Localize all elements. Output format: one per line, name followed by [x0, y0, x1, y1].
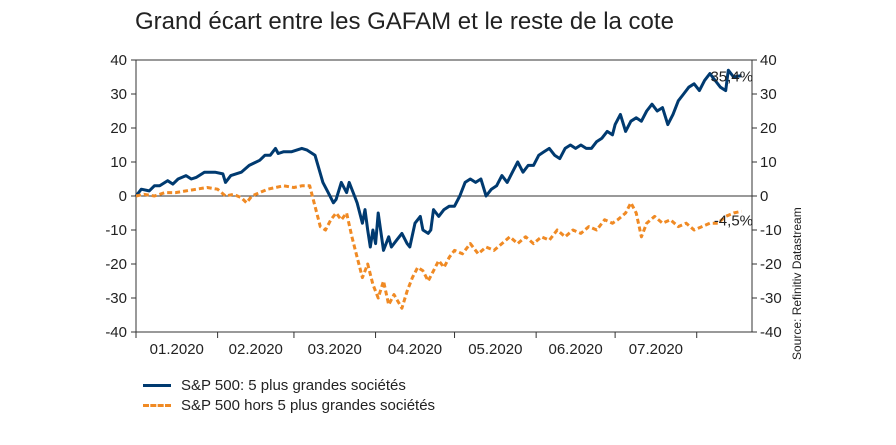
end-labels: 35,4% -4,5%	[710, 69, 753, 230]
end-label-rest: -4,5%	[714, 212, 753, 229]
y-tick-label-right: 20	[760, 120, 777, 137]
end-label-top5: 35,4%	[710, 69, 753, 86]
legend-swatch-dashed	[143, 403, 171, 407]
x-tick-label: 02.2020	[229, 341, 283, 358]
y-tick-label-right: -30	[760, 290, 782, 307]
x-tick-label: 05.2020	[468, 341, 522, 358]
source-note: Source: Refinitiv Datastream	[790, 207, 804, 360]
y-tick-label-left: -20	[105, 256, 127, 273]
y-tick-label-left: 0	[119, 188, 127, 205]
y-tick-label-left: -10	[105, 222, 127, 239]
series-lines	[134, 68, 742, 310]
y-tick-label-left: 10	[110, 154, 127, 171]
y-tick-label-right: 0	[760, 188, 768, 205]
axes: 40 40 30 30 20 20 10 10 0 0 -10 -10 -20 -20 -30 -30 -40 -…	[105, 52, 781, 358]
x-tick-label: 04.2020	[388, 341, 442, 358]
x-tick-label: 01.2020	[150, 341, 204, 358]
y-tick-label-right: 30	[760, 86, 777, 103]
series-line-top5	[134, 68, 742, 252]
y-tick-label-right: -20	[760, 256, 782, 273]
x-tick-label: 07.2020	[629, 341, 683, 358]
y-tick-label-left: 40	[110, 52, 127, 69]
y-tick-label-right: -40	[760, 324, 782, 341]
y-tick-label-right: 40	[760, 52, 777, 69]
y-tick-label-left: -30	[105, 290, 127, 307]
legend-label-top5: S&P 500: 5 plus grandes sociétés	[181, 376, 406, 394]
legend-item-top5: S&P 500: 5 plus grandes sociétés	[143, 375, 435, 395]
legend-item-rest: S&P 500 hors 5 plus grandes sociétés	[143, 395, 435, 415]
y-tick-label-left: 30	[110, 86, 127, 103]
y-tick-label-right: -10	[760, 222, 782, 239]
legend-label-rest: S&P 500 hors 5 plus grandes sociétés	[181, 396, 436, 414]
y-tick-label-right: 10	[760, 154, 777, 171]
legend-swatch-solid	[143, 383, 171, 387]
chart-title: Grand écart entre les GAFAM et le reste …	[135, 8, 674, 35]
x-tick-label: 06.2020	[549, 341, 603, 358]
y-tick-label-left: -40	[105, 324, 127, 341]
y-tick-label-left: 20	[110, 120, 127, 137]
series-line-rest	[135, 184, 742, 310]
x-tick-label: 03.2020	[308, 341, 362, 358]
legend: S&P 500: 5 plus grandes sociétés S&P 500…	[143, 375, 435, 415]
